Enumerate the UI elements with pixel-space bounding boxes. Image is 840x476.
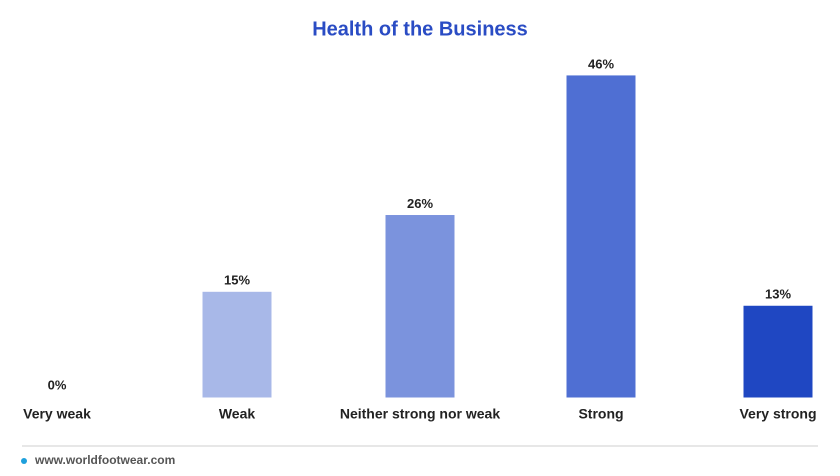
bar [743, 305, 813, 398]
x-tick-label: Very weak [23, 406, 91, 422]
bar [202, 291, 272, 398]
value-label: 15% [224, 273, 250, 288]
x-tick-label: Very strong [739, 406, 816, 422]
bar [566, 75, 636, 398]
x-tick-label: Neither strong nor weak [340, 406, 500, 422]
x-tick-label: Strong [578, 406, 623, 422]
source-dot [21, 458, 27, 464]
value-label: 46% [588, 56, 614, 71]
x-tick-label: Weak [219, 406, 256, 422]
chart-title: Health of the Business [312, 18, 528, 40]
value-label: 13% [765, 287, 791, 302]
bar [385, 215, 455, 398]
source: www.worldfootwear.com [34, 453, 175, 467]
value-label: 0% [48, 377, 67, 392]
value-label: 26% [407, 196, 433, 211]
